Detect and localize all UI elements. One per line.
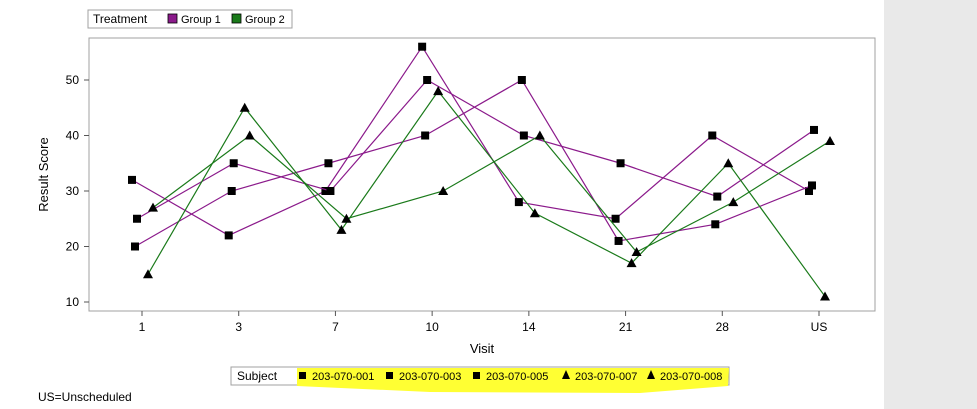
treatment-swatch-1 <box>167 13 178 24</box>
y-tick-label: 50 <box>66 73 80 87</box>
data-point-203-070-001 <box>514 198 523 207</box>
x-tick-label: 7 <box>332 320 339 334</box>
data-point-203-070-003 <box>517 76 526 84</box>
data-point-203-070-001 <box>418 42 427 51</box>
x-axis-title: Visit <box>470 341 495 356</box>
subject-legend-title: Subject <box>237 369 278 383</box>
x-tick-label: 10 <box>425 320 439 334</box>
subject-marker-5 <box>647 370 655 379</box>
y-axis-title: Result Score <box>36 137 51 211</box>
data-point-203-070-007 <box>529 208 540 218</box>
series-line-203-070-007 <box>147 90 826 297</box>
subject-marker-4 <box>562 370 570 379</box>
data-point-203-070-001 <box>611 214 620 223</box>
data-point-203-070-008 <box>148 202 158 212</box>
data-point-203-070-007 <box>433 86 444 96</box>
y-tick-label: 40 <box>66 129 80 143</box>
data-point-203-070-005 <box>519 131 528 140</box>
x-tick-label: 3 <box>235 320 242 334</box>
treatment-legend-title: Treatment <box>93 12 148 26</box>
subject-legend-label: 203-070-007 <box>575 371 637 383</box>
data-point-203-070-008 <box>244 130 255 140</box>
y-tick-label: 20 <box>66 240 80 254</box>
data-point-203-070-007 <box>239 102 250 112</box>
subject-legend-label: 203-070-003 <box>399 371 461 383</box>
data-point-203-070-008 <box>438 186 449 195</box>
subject-marker-3 <box>473 372 480 379</box>
data-point-203-070-005 <box>616 159 625 168</box>
subject-legend-label: 203-070-005 <box>486 371 548 383</box>
subject-marker-2 <box>386 372 393 379</box>
series-line-203-070-001 <box>131 45 810 237</box>
data-point-203-070-005 <box>229 159 238 168</box>
data-point-203-070-007 <box>626 258 637 268</box>
subject-legend-highlight <box>297 368 729 393</box>
data-point-203-070-007 <box>143 269 153 279</box>
x-tick-label: 21 <box>619 320 633 334</box>
footnote: US=Unscheduled <box>38 390 132 404</box>
series-line-203-070-003 <box>134 79 813 248</box>
subject-legend-label: 203-070-001 <box>312 371 374 383</box>
data-point-203-070-007 <box>336 224 347 234</box>
data-point-203-070-003 <box>808 181 816 190</box>
data-point-203-070-003 <box>131 242 139 251</box>
y-tick-label: 30 <box>66 184 80 198</box>
series-line-203-070-005 <box>136 79 815 220</box>
data-point-203-070-007 <box>723 158 734 168</box>
data-point-203-070-003 <box>324 159 333 168</box>
x-tick-label: 1 <box>139 320 146 334</box>
series-line-203-070-008 <box>152 134 831 253</box>
y-tick-label: 10 <box>66 295 80 309</box>
data-point-203-070-008 <box>631 247 642 257</box>
data-point-203-070-008 <box>534 130 545 140</box>
data-point-203-070-003 <box>614 236 623 245</box>
x-tick-label: 28 <box>716 320 730 334</box>
treatment-legend-label: Group 1 <box>181 14 221 26</box>
subject-legend-label: 203-070-008 <box>660 371 722 383</box>
treatment-legend-label: Group 2 <box>245 14 285 26</box>
data-point-203-070-003 <box>227 187 236 195</box>
data-point-203-070-001 <box>805 187 813 195</box>
data-point-203-070-003 <box>711 220 720 229</box>
data-point-203-070-008 <box>825 136 835 146</box>
data-point-203-070-001 <box>321 187 330 195</box>
data-point-203-070-008 <box>728 197 739 207</box>
data-point-203-070-008 <box>341 213 352 223</box>
data-point-203-070-001 <box>708 131 717 140</box>
data-point-203-070-005 <box>133 214 141 223</box>
data-point-203-070-005 <box>810 125 818 134</box>
subject-marker-1 <box>299 372 306 379</box>
data-point-203-070-001 <box>224 231 233 240</box>
treatment-swatch-2 <box>231 13 242 24</box>
data-point-203-070-001 <box>128 175 136 184</box>
x-tick-label: 14 <box>522 320 536 334</box>
data-point-203-070-005 <box>713 192 722 201</box>
x-tick-label: US <box>811 320 828 334</box>
data-point-203-070-005 <box>423 76 432 84</box>
plot-frame <box>88 37 876 312</box>
data-point-203-070-005 <box>326 187 335 195</box>
data-point-203-070-007 <box>820 291 830 301</box>
data-point-203-070-003 <box>421 131 430 140</box>
